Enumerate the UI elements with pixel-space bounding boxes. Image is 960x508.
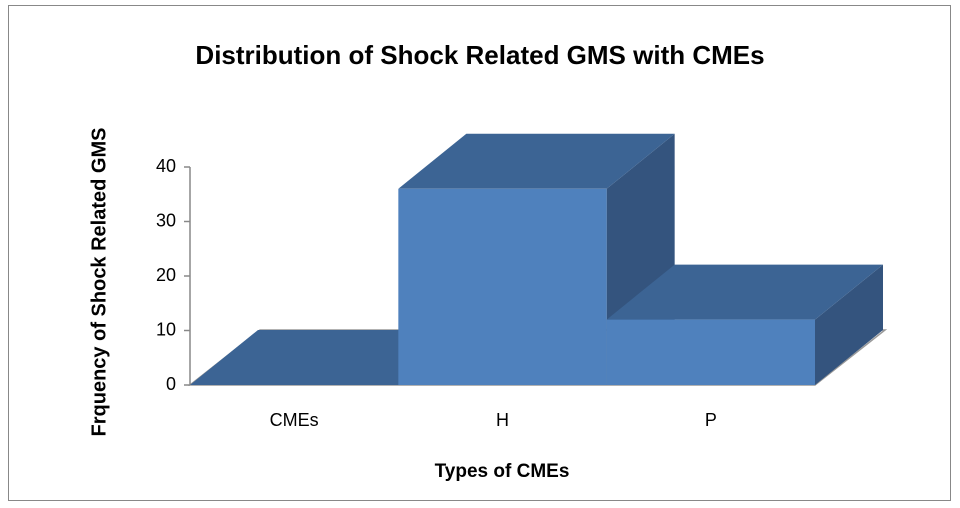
- x-tick-label: CMEs: [270, 410, 319, 430]
- y-tick-label: 10: [156, 319, 176, 339]
- y-axis-title: Frquency of Shock Related GMS: [88, 128, 110, 437]
- x-tick-label: P: [705, 410, 717, 430]
- y-tick-label: 30: [156, 210, 176, 230]
- x-axis-title: Types of CMEs: [435, 461, 570, 482]
- bar: [606, 319, 815, 385]
- bar-top: [190, 330, 467, 385]
- y-tick-label: 40: [156, 156, 176, 176]
- y-tick-label: 0: [166, 374, 176, 394]
- y-tick-label: 20: [156, 265, 176, 285]
- bar: [398, 188, 607, 385]
- chart-title: Distribution of Shock Related GMS with C…: [195, 40, 764, 70]
- x-tick-label: H: [496, 410, 509, 430]
- bar-top: [606, 264, 883, 320]
- bar-top: [398, 133, 675, 189]
- bar-side: [815, 264, 883, 385]
